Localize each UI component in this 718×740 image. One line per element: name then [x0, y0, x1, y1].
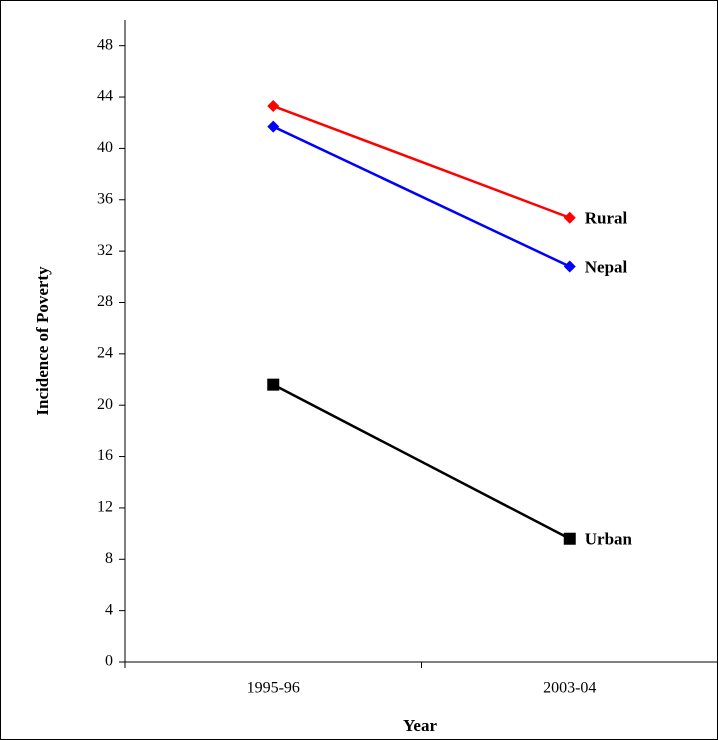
- y-tick-label: 16: [97, 447, 113, 464]
- marker: [563, 532, 576, 545]
- y-tick-label: 32: [97, 242, 113, 259]
- y-tick-label: 36: [97, 190, 113, 207]
- series-label: Urban: [585, 530, 633, 549]
- marker: [563, 211, 576, 224]
- y-tick-label: 44: [97, 88, 113, 105]
- series-line: [272, 125, 571, 268]
- y-tick-label: 48: [97, 36, 113, 53]
- y-tick-label: 20: [97, 396, 113, 413]
- x-axis-label: Year: [403, 716, 437, 735]
- marker: [267, 100, 280, 113]
- series-label: Nepal: [585, 257, 628, 276]
- series-line: [272, 383, 571, 540]
- marker: [267, 120, 280, 133]
- series-label: Rural: [585, 209, 628, 228]
- y-tick-label: 8: [105, 550, 113, 567]
- y-tick-label: 12: [97, 499, 113, 516]
- x-tick-label: 2003-04: [543, 680, 596, 697]
- marker: [563, 260, 576, 273]
- y-tick-label: 24: [97, 345, 113, 362]
- y-tick-label: 40: [97, 139, 113, 156]
- y-axis-label: Incidence of Poverty: [33, 266, 52, 416]
- y-tick-label: 4: [105, 601, 113, 618]
- series-line: [272, 104, 571, 219]
- x-tick-label: 1995-96: [247, 680, 300, 697]
- marker: [267, 378, 280, 391]
- y-tick-label: 28: [97, 293, 113, 310]
- y-tick-label: 0: [105, 653, 113, 670]
